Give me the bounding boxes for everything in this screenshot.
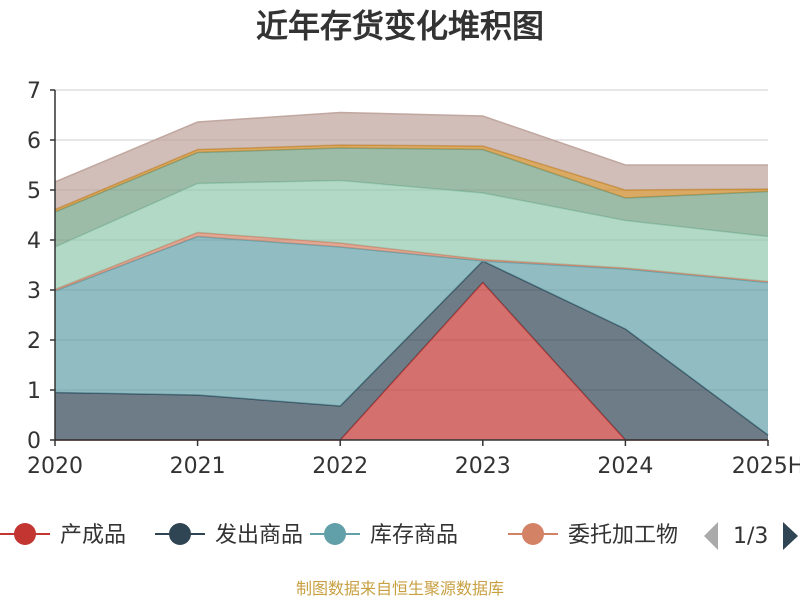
chart-title: 近年存货变化堆积图 (256, 7, 544, 45)
y-tick-label: 6 (27, 129, 41, 154)
legend-label: 委托加工物 (568, 523, 678, 548)
y-tick-label: 0 (27, 429, 41, 454)
legend-label: 库存商品 (370, 523, 458, 548)
legend-item[interactable]: 库存商品 (310, 523, 458, 548)
y-tick-label: 2 (27, 329, 41, 354)
legend-item[interactable]: 产成品 (0, 523, 126, 548)
x-tick-label: 2020 (27, 454, 83, 479)
legend-item[interactable]: 发出商品 (155, 523, 303, 548)
tick-labels: 0 1 2 3 4 5 6 7 2020 2021 2022 2023 2024 2025H (27, 79, 800, 479)
area-series (54, 111, 769, 441)
y-tick-label: 1 (27, 379, 41, 404)
x-tick-label: 2022 (312, 454, 368, 479)
y-tick-label: 3 (27, 279, 41, 304)
legend-marker-icon (522, 523, 544, 545)
series-line-7 (54, 111, 768, 183)
x-tick-label: 2024 (597, 454, 653, 479)
x-tick-label: 2025H (732, 454, 800, 479)
legend-marker-icon (169, 523, 191, 545)
area-series-5 (55, 148, 768, 247)
x-tick-label: 2021 (170, 454, 226, 479)
legend-next-arrow-icon[interactable] (783, 522, 798, 550)
legend-item[interactable]: 委托加工物 (508, 523, 678, 548)
legend: 产成品 发出商品 库存商品 委托加工物 1/3 (0, 522, 798, 550)
area-series-2 (55, 236, 768, 435)
area-series-4 (55, 180, 768, 290)
y-tick-label: 7 (27, 79, 41, 104)
y-tick-label: 4 (27, 229, 41, 254)
legend-label: 产成品 (60, 523, 126, 548)
source-note: 制图数据来自恒生聚源数据库 (296, 579, 504, 598)
legend-prev-arrow-icon[interactable] (704, 522, 718, 550)
x-tick-label: 2023 (455, 454, 511, 479)
legend-marker-icon (14, 523, 36, 545)
y-tick-label: 5 (27, 179, 41, 204)
legend-marker-icon (324, 523, 346, 545)
axes (50, 89, 769, 446)
area-series-1 (55, 261, 768, 440)
legend-page-label: 1/3 (733, 524, 768, 549)
area-series-7 (55, 112, 768, 210)
legend-label: 发出商品 (215, 523, 303, 548)
